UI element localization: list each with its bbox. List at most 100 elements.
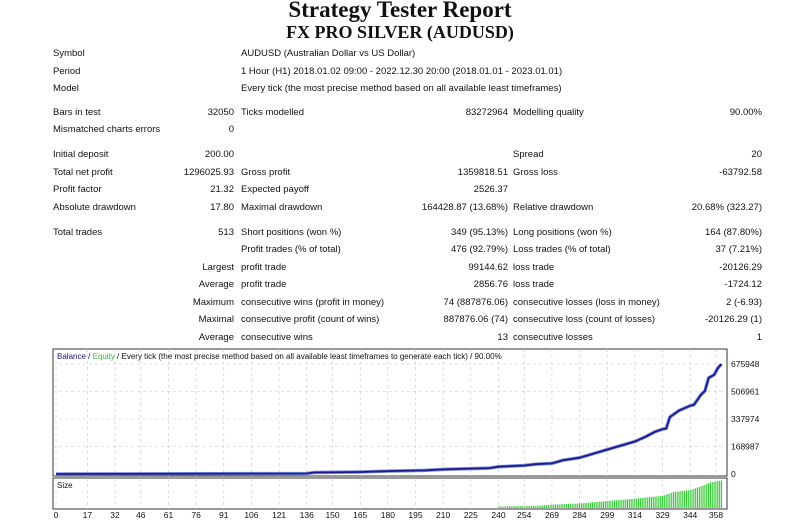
stat-value: -63792.58 (719, 167, 762, 178)
info-period: Period 1 Hour (H1) 2018.01.02 09:00 - 20… (0, 65, 800, 79)
stat-value: 20.68% (323.27) (691, 202, 762, 213)
stat-label: Loss trades (% of total) (513, 244, 611, 255)
x-tick-label: 344 (683, 510, 697, 520)
size-bar (708, 483, 710, 508)
stat-label: consecutive profit (count of wins) (241, 314, 380, 325)
size-bar (606, 501, 608, 508)
size-bar (571, 503, 573, 508)
stat-value: 17.80 (210, 202, 234, 213)
stat-value: Maximal (198, 314, 234, 325)
x-tick-label: 165 (353, 510, 367, 520)
size-bar (547, 504, 549, 508)
size-bar (584, 503, 586, 508)
size-bar (661, 495, 664, 508)
stats-row: Average consecutive wins 13 consecutive los… (0, 331, 800, 345)
size-bar (713, 481, 715, 508)
x-tick-label: 314 (628, 510, 642, 520)
size-bar (529, 506, 531, 508)
stat-value: 2526.37 (473, 184, 508, 195)
stat-value: 1 (756, 332, 762, 343)
size-bar (556, 504, 558, 508)
stat-value: -20126.29 (719, 262, 762, 273)
stat-value: 74 (887876.06) (443, 297, 508, 308)
size-bar (715, 481, 717, 508)
size-bar (685, 490, 688, 508)
y-tick-label: 0 (731, 469, 736, 479)
size-bar (564, 504, 566, 508)
size-bar (628, 499, 630, 508)
stat-value: 1296025.93 (183, 167, 234, 178)
stat-label: loss trade (513, 262, 555, 273)
legend-balance: Balance (57, 352, 86, 361)
size-bar (672, 492, 675, 508)
stat-label: consecutive wins (241, 332, 313, 343)
size-bar (577, 503, 579, 508)
period-value: 1 Hour (H1) 2018.01.02 09:00 - 2022.12.3… (241, 66, 563, 77)
size-bar (525, 506, 527, 508)
size-bar (669, 493, 671, 508)
x-tick-label: 150 (325, 510, 339, 520)
size-bar (601, 501, 603, 508)
stat-label: Total trades (53, 227, 103, 238)
stat-value: 0 (228, 124, 234, 135)
stats-row: Average profit trade 2856.76 loss trade -172… (0, 278, 800, 292)
size-bar (641, 497, 643, 508)
size-bar (501, 506, 503, 508)
x-tick-label: 136 (300, 510, 314, 520)
stat-value: 99144.62 (468, 262, 508, 273)
stat-value: 513 (218, 227, 234, 238)
x-tick-label: 329 (655, 510, 669, 520)
size-bar (691, 489, 693, 508)
size-bar (665, 494, 667, 508)
x-tick-label: 46 (136, 510, 146, 520)
period-label: Period (53, 66, 81, 77)
size-bar (652, 496, 654, 508)
size-bar (567, 503, 570, 508)
size-bar (612, 500, 614, 508)
stat-label: Bars in test (53, 107, 101, 118)
size-bar (510, 506, 512, 508)
stat-value: 476 (92.79%) (450, 244, 508, 255)
chart-legend: Balance / Equity / Every tick (the most … (57, 352, 502, 361)
stats-row: Absolute drawdown 17.80 Maximal drawdown 16… (0, 201, 800, 215)
size-bar (512, 506, 514, 508)
size-label: Size (57, 481, 73, 490)
size-bar (667, 493, 669, 508)
stat-label: Spread (513, 149, 544, 160)
stat-label: Initial deposit (53, 149, 109, 160)
y-tick-label: 506961 (731, 387, 760, 397)
size-bar (717, 481, 719, 508)
size-bar (720, 480, 723, 508)
stat-value: -1724.12 (724, 279, 762, 290)
size-bar (619, 499, 621, 508)
size-bar (709, 482, 711, 508)
stat-value: 200.00 (204, 149, 234, 160)
size-bar (608, 500, 610, 508)
size-bar (684, 490, 686, 508)
size-bar (682, 490, 684, 508)
size-bar (671, 492, 673, 508)
stat-label: Ticks modelled (241, 107, 305, 118)
stat-label: Absolute drawdown (53, 202, 136, 213)
size-bar (623, 499, 625, 508)
x-tick-label: 284 (572, 510, 586, 520)
stat-value: 164428.87 (13.68%) (421, 202, 508, 213)
stat-label: consecutive losses (loss in money) (513, 297, 660, 308)
stat-value: 13 (497, 332, 508, 343)
size-bar (599, 501, 601, 508)
size-bar (639, 498, 641, 508)
stat-value: 32050 (207, 107, 234, 118)
stat-label: loss trade (513, 279, 555, 290)
size-bar (625, 499, 627, 508)
size-bar (604, 501, 606, 508)
size-bar (634, 498, 636, 508)
size-bar (575, 503, 577, 508)
size-bar (643, 497, 645, 508)
size-bar (560, 504, 562, 508)
y-tick-label: 675948 (731, 359, 760, 369)
stat-label: Maximal drawdown (241, 202, 323, 213)
stats-row: Maximum consecutive wins (profit in money… (0, 296, 800, 310)
stat-label: Total net profit (53, 167, 113, 178)
size-bar (540, 505, 542, 508)
size-bar (637, 498, 640, 508)
